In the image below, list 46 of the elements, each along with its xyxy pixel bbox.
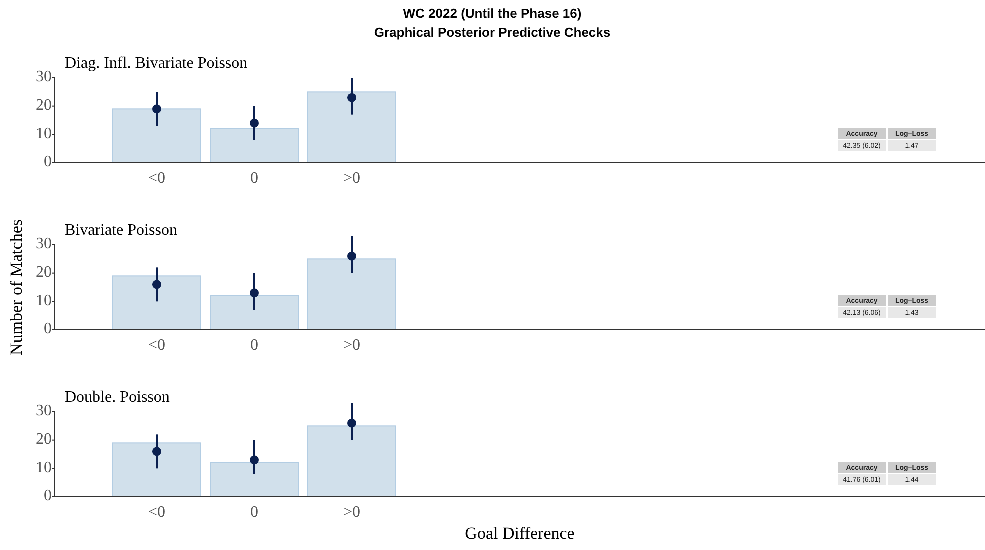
chart-title: Bivariate Poisson [65,222,178,239]
point [250,288,259,298]
y-tick-label: 0 [44,154,52,171]
point [250,456,259,465]
x-tick-label: >0 [343,170,361,187]
point [152,447,162,456]
bar [308,426,396,498]
y-axis-title: Number of Matches [7,220,26,356]
y-tick-label: 30 [36,236,52,253]
x-tick-label: >0 [343,504,361,521]
y-tick-label: 30 [36,68,52,86]
y-tick-label: 0 [44,320,52,338]
x-tick-label: 0 [250,504,258,521]
x-tick-label: 0 [250,337,258,354]
text: Graphical Posterior Predictive Checks [374,25,611,40]
y-tick-label: 0 [44,488,52,505]
bar [210,128,299,164]
y-tick-label: 30 [36,402,52,420]
x-tick-label: <0 [148,337,166,354]
chart-title: Diag. Infl. Bivariate Poisson [65,55,248,72]
y-tick-label: 20 [36,431,52,448]
bar [112,276,202,330]
text: WC 2022 (Until the Phase 16) [403,6,582,21]
x-axis-title: Goal Difference [465,524,575,543]
point [348,252,356,261]
bar [112,108,202,164]
x-tick-label: >0 [343,337,361,354]
y-tick-label: 10 [36,292,52,310]
y-tick-label: 10 [36,459,52,476]
point [348,93,356,102]
x-tick-label: <0 [148,170,166,187]
point [152,280,162,290]
y-tick-label: 10 [36,125,52,142]
bar [210,296,299,330]
y-tick-label: 20 [36,97,52,114]
chart-title: Double. Poisson [65,389,170,406]
bar [112,442,202,498]
bar [210,462,299,498]
bar [308,258,396,330]
bar [308,92,396,164]
point [152,104,162,114]
x-tick-label: <0 [148,504,166,521]
y-tick-label: 20 [36,264,52,282]
point [348,418,356,428]
x-tick-label: 0 [250,170,258,187]
point [250,118,259,128]
